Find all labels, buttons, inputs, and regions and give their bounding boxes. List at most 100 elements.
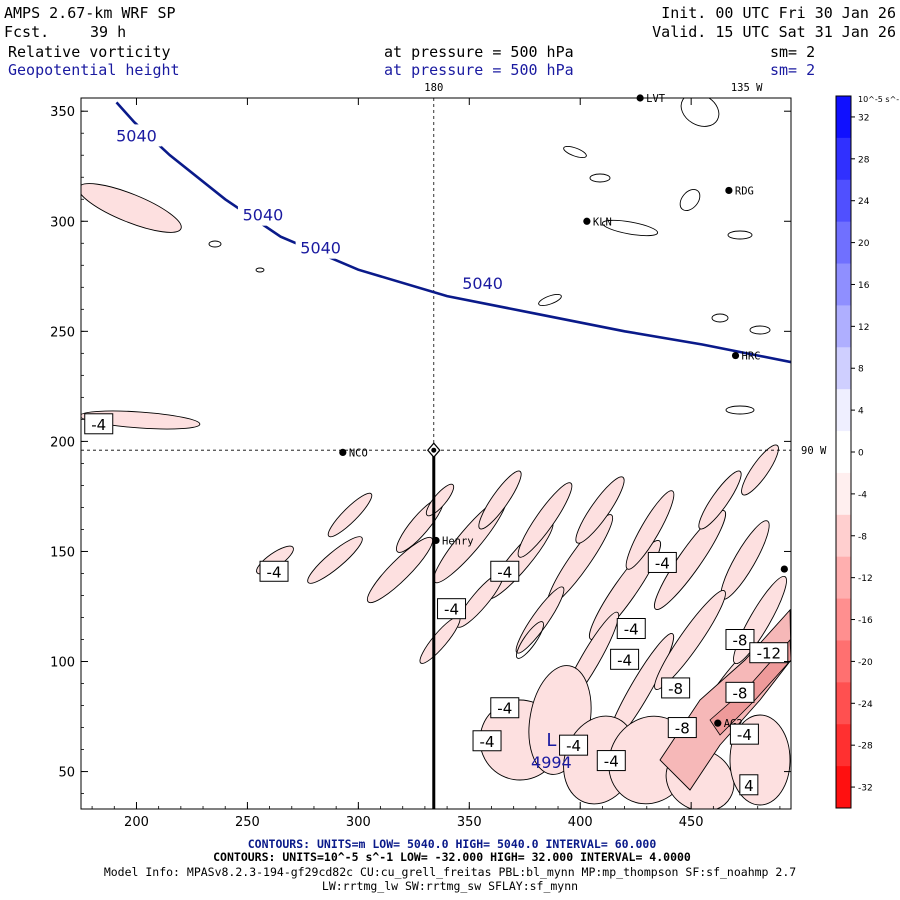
colorbar-segment: [836, 598, 851, 641]
height-contour-label: 5040: [462, 274, 503, 293]
colorbar-tick-label: -24: [858, 700, 873, 710]
field1-level: at pressure = 500 hPa: [384, 43, 574, 61]
plot-frame: [80, 97, 792, 810]
footer: CONTOURS: UNITS=m LOW= 5040.0 HIGH= 5040…: [104, 837, 796, 893]
vorticity-contour-label: -4: [624, 620, 639, 638]
height-min-marker: L: [546, 730, 556, 751]
vort-contour-small: [679, 189, 701, 211]
vorticity-contour-label: -8: [732, 684, 747, 702]
forecast-hours: 39 h: [90, 23, 126, 41]
station-dot: [725, 186, 733, 195]
colorbar-tick-label: -32: [858, 784, 873, 794]
height-label-bg: [295, 236, 346, 259]
valid-time: Valid. 15 UTC Sat 31 Jan 26: [652, 23, 896, 41]
vorticity-contour-label: -8: [668, 680, 683, 698]
header: AMPS 2.67-km WRF SP Fcst. 39 h Init. 00 …: [4, 4, 896, 79]
colorbar-segment: [836, 766, 851, 809]
colorbar-unit: 10^-5 s^-1: [858, 95, 900, 104]
meridian-label: 135 W: [731, 82, 763, 94]
vorticity-contour-label: -4: [604, 753, 619, 771]
vort-streak: [327, 492, 373, 538]
y-tick-label: 200: [50, 435, 75, 450]
vorticity-label-box: [725, 629, 755, 651]
y-tick-label: 50: [58, 766, 75, 781]
vorticity-contour-label: -8: [675, 720, 690, 738]
vort-contour-small: [727, 230, 753, 240]
vorticity-label-box: [749, 642, 789, 664]
vort-contour-small: [589, 173, 611, 183]
y-tick-label: 350: [50, 105, 75, 120]
vort-streak: [625, 490, 675, 570]
height-min-value: 4994: [531, 753, 572, 772]
colorbar-segment: [836, 96, 851, 139]
field2-name: Geopotential height: [8, 61, 180, 79]
station-dot: [731, 351, 740, 360]
vort-streak: [81, 183, 182, 233]
x-tick-label: 250: [235, 815, 260, 830]
plot-area: LVTRDGKLNHRCNCOHenryAG2 5040504050405040…: [50, 82, 827, 830]
vorticity-contour-label: -4: [737, 726, 752, 744]
colorbar-tick-label: 20: [858, 239, 870, 249]
vorticity-label-box: [729, 723, 759, 745]
height-contour-label: 5040: [300, 239, 341, 258]
vorticity-label-box: [259, 560, 289, 582]
y-tick-label: 150: [50, 545, 75, 560]
colorbar-segment: [836, 472, 851, 516]
colorbar-tick-label: 32: [858, 113, 869, 123]
vort-contour-small: [208, 240, 222, 248]
field2-level: at pressure = 500 hPa: [384, 61, 574, 79]
vort-streak: [653, 509, 727, 611]
vort-contour-small: [538, 293, 562, 307]
vorticity-label-box: [610, 648, 640, 670]
colorbar-segment: [836, 724, 851, 767]
vort-contour-small: [711, 313, 729, 323]
vorticity-label-box: [437, 598, 467, 620]
colorbar-tick-label: -28: [858, 742, 873, 752]
vort-streak: [517, 482, 573, 558]
colorbar-segment: [836, 347, 851, 390]
colorbar-tick-label: 8: [858, 365, 864, 375]
station-label: NCO: [349, 447, 368, 459]
y-tick-label: 300: [50, 215, 75, 230]
vort-streak: [366, 536, 434, 604]
colorbar-segment: [836, 179, 851, 223]
vort-contour-small: [680, 98, 720, 127]
colorbar-segment: [836, 640, 851, 683]
colorbar-tick-label: 0: [858, 449, 864, 459]
vorticity-contour-label: -4: [444, 601, 459, 619]
colorbar-tick-label: 4: [858, 407, 864, 417]
vorticity-contour-label: -4: [91, 416, 106, 434]
vorticity-contour-label: -4: [480, 733, 495, 751]
vort-streak: [698, 470, 742, 530]
station-label: LVT: [646, 93, 666, 105]
colorbar-segment: [836, 305, 851, 348]
vorticity-label-box: [472, 730, 502, 752]
field1-sm: sm= 2: [770, 43, 815, 61]
footer-vorticity-contours: CONTOURS: UNITS=10^-5 s^-1 LOW= -32.000 …: [213, 850, 691, 864]
colorbar-segment: [836, 137, 851, 181]
parallel-label: 90 W: [801, 445, 827, 457]
vorticity-label-box: [616, 617, 646, 639]
vort-contour-small: [255, 267, 265, 273]
init-time: Init. 00 UTC Fri 30 Jan 26: [661, 4, 896, 22]
x-tick-label: 300: [346, 815, 371, 830]
vort-streak: [478, 470, 522, 530]
vort-streak: [654, 590, 726, 690]
station-dot: [432, 536, 440, 545]
height-contour-label: 5040: [116, 126, 157, 145]
x-tick-label: 400: [568, 815, 593, 830]
vort-streak: [575, 476, 625, 544]
colorbar-segment: [836, 682, 851, 725]
station-label: RDG: [735, 185, 754, 197]
colorbar-tick-label: 16: [858, 281, 870, 291]
vorticity-contour-label: -4: [497, 700, 512, 718]
station-label: Henry: [442, 535, 474, 547]
footer-model-info: Model Info: MPASv8.2.3-194-gf29cd82c CU:…: [104, 865, 796, 879]
x-tick-label: 200: [124, 815, 149, 830]
height-label-bg: [237, 203, 288, 226]
colorbar-tick-label: 12: [858, 323, 869, 333]
forecast-label: Fcst.: [4, 23, 49, 41]
colorbar-segment: [836, 514, 851, 558]
